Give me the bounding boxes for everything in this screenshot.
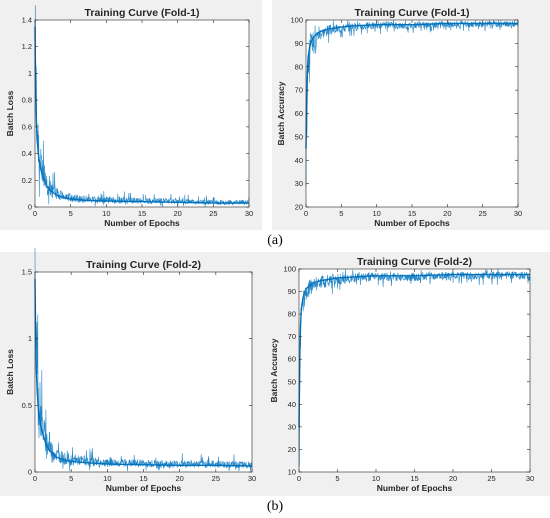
- series-noise-line: [298, 268, 531, 467]
- x-tick-label: 15: [138, 209, 146, 218]
- x-tick-label: 25: [212, 474, 220, 483]
- y-tick-label: 0: [28, 468, 32, 477]
- y-tick-label: 80: [295, 62, 303, 71]
- x-tick-label: 25: [478, 209, 486, 218]
- chart-title: Training Curve (Fold-1): [85, 7, 200, 19]
- y-tick-label: 70: [295, 86, 303, 95]
- chart-title: Training Curve (Fold-2): [86, 259, 201, 271]
- y-tick-label: 20: [295, 203, 303, 212]
- y-tick-label: 30: [295, 179, 303, 188]
- y-tick-label: 40: [295, 156, 303, 165]
- y-tick-label: 10: [288, 468, 296, 477]
- y-tick-label: 0.2: [22, 176, 32, 185]
- y-tick-label: 1: [28, 69, 32, 78]
- x-tick-label: 30: [514, 209, 522, 218]
- series-line: [34, 26, 249, 204]
- x-tick-label: 30: [248, 474, 256, 483]
- x-tick-label: 5: [339, 209, 343, 218]
- x-tick-label: 5: [69, 474, 73, 483]
- y-tick-label: 100: [290, 16, 303, 25]
- y-tick-label: 20: [288, 445, 296, 454]
- y-tick-label: 1.5: [22, 268, 32, 277]
- x-axis-label: Number of Epochs: [377, 483, 453, 493]
- subfigure-caption-b: (b): [266, 499, 284, 514]
- x-tick-label: 5: [69, 209, 73, 218]
- x-tick-label: 5: [335, 474, 339, 483]
- y-tick-label: 60: [295, 109, 303, 118]
- chart-fold2-accuracy: 0 5 10 15 20 25 30 10 20 30 40 50 60 70 80 90 100 Trainin…: [269, 256, 534, 493]
- series-line: [34, 278, 253, 467]
- x-tick-label: 10: [102, 209, 110, 218]
- plot-area: [35, 20, 249, 207]
- x-tick-label: 25: [487, 474, 495, 483]
- y-tick-label: 90: [288, 287, 296, 296]
- y-tick-label: 30: [288, 422, 296, 431]
- y-tick-label: 90: [295, 39, 303, 48]
- x-tick-label: 10: [372, 474, 380, 483]
- series-line: [305, 22, 518, 149]
- x-tick-label: 25: [209, 209, 217, 218]
- x-tick-label: 30: [245, 209, 253, 218]
- chart-panel-b-accuracy: 0 5 10 15 20 25 30 10 20 30 40 50 60 70 80 90 100 Trainin…: [262, 252, 550, 496]
- x-tick-label: 10: [103, 474, 111, 483]
- plot-area: [35, 272, 252, 472]
- chart-panel-a-loss: 0 5 10 15 20 25 30 0 0.2 0.4 0.6 0.8 1 1.2 1.4 Training…: [0, 0, 262, 230]
- chart-title: Training Curve (Fold-2): [357, 256, 472, 268]
- x-axis-label: Number of Epochs: [104, 218, 180, 228]
- chart-panel-a-accuracy: 0 5 10 15 20 25 30 20 30 40 50 60 70 80 90 100 Training …: [272, 0, 550, 230]
- x-tick-label: 20: [449, 474, 457, 483]
- x-tick-label: 20: [443, 209, 451, 218]
- y-tick-label: 0.4: [22, 149, 32, 158]
- series-line: [298, 273, 530, 427]
- x-tick-label: 0: [304, 209, 308, 218]
- y-tick-label: 50: [288, 377, 296, 386]
- y-axis-label: Batch Accuracy: [269, 338, 279, 402]
- chart-fold2-loss: 0 5 10 15 20 25 30 0 0.5 1 1.5 Training Curve (Fold…: [5, 247, 256, 493]
- y-tick-label: 1: [28, 334, 32, 343]
- x-tick-label: 20: [175, 474, 183, 483]
- x-tick-label: 30: [526, 474, 534, 483]
- y-tick-label: 0.6: [22, 122, 32, 131]
- y-tick-label: 70: [288, 332, 296, 341]
- plot-area: [299, 269, 530, 472]
- y-tick-label: 0.5: [22, 401, 32, 410]
- y-axis-label: Batch Loss: [5, 90, 15, 136]
- chart-fold1-loss: 0 5 10 15 20 25 30 0 0.2 0.4 0.6 0.8 1 1.2 1.4 Training…: [5, 5, 253, 228]
- subfigure-caption-a: (a): [267, 233, 283, 248]
- x-axis-label: Number of Epochs: [374, 218, 450, 228]
- x-tick-label: 0: [297, 474, 301, 483]
- x-tick-label: 0: [33, 474, 37, 483]
- plot-area: [306, 20, 518, 207]
- y-tick-label: 50: [295, 132, 303, 141]
- chart-title: Training Curve (Fold-1): [355, 7, 470, 19]
- x-axis-label: Number of Epochs: [106, 483, 182, 493]
- y-tick-label: 0.8: [22, 96, 32, 105]
- y-axis-label: Batch Loss: [5, 349, 15, 395]
- chart-fold1-accuracy: 0 5 10 15 20 25 30 20 30 40 50 60 70 80 90 100 Training …: [276, 7, 522, 228]
- y-tick-label: 60: [288, 355, 296, 364]
- x-tick-label: 15: [139, 474, 147, 483]
- x-tick-label: 0: [33, 209, 37, 218]
- y-tick-label: 40: [288, 400, 296, 409]
- x-tick-label: 20: [173, 209, 181, 218]
- y-axis-label: Batch Accuracy: [276, 81, 286, 145]
- y-tick-label: 1.4: [22, 16, 32, 25]
- y-tick-label: 0: [28, 203, 32, 212]
- y-tick-label: 100: [283, 265, 296, 274]
- x-tick-label: 15: [410, 474, 418, 483]
- x-tick-label: 15: [408, 209, 416, 218]
- y-tick-label: 1.2: [22, 42, 32, 51]
- chart-panel-b-loss: 0 5 10 15 20 25 30 0 0.5 1 1.5 Training Curve (Fold…: [0, 247, 262, 496]
- y-tick-label: 80: [288, 310, 296, 319]
- x-tick-label: 10: [372, 209, 380, 218]
- series-noise-line: [34, 5, 250, 208]
